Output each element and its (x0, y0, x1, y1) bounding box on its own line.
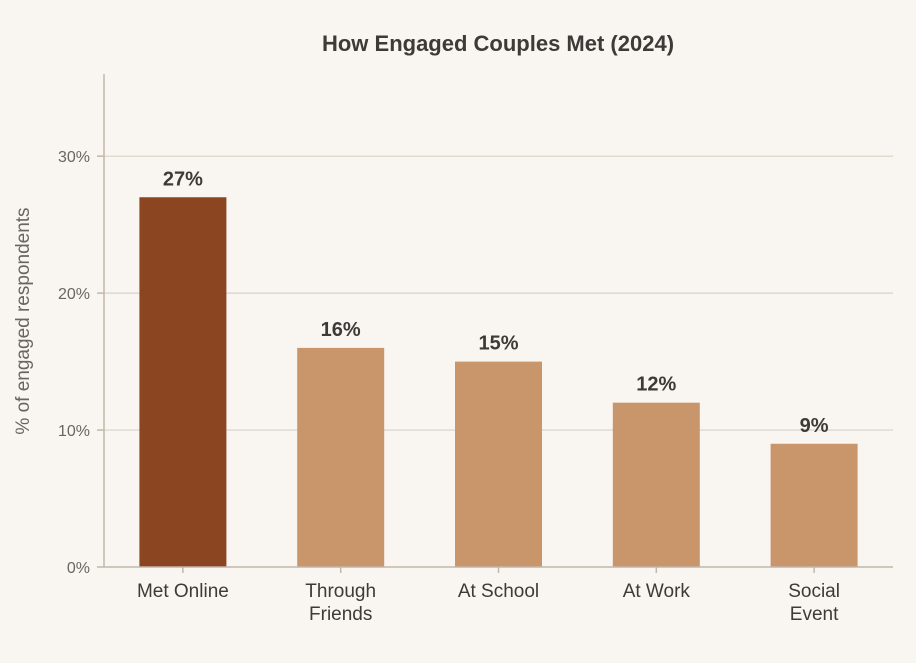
bar (770, 443, 858, 567)
bar-value-label: 12% (636, 374, 676, 396)
x-tick-label: At Work (623, 581, 691, 602)
x-tick-label: Through Friends (305, 581, 376, 625)
bar (297, 347, 385, 567)
y-tick-label: 0% (67, 560, 90, 577)
bar (455, 361, 542, 567)
bars (139, 197, 858, 567)
labels: 0% 10% 20% 30% 27% Met Online 16% Through Friend… (58, 149, 840, 625)
bar-value-label: 9% (800, 415, 829, 437)
bar-value-label: 16% (321, 319, 361, 341)
chart-title: How Engaged Couples Met (2024) (322, 31, 674, 56)
y-tick-label: 30% (58, 149, 90, 166)
bar (139, 197, 227, 567)
y-tick-label: 10% (58, 423, 90, 440)
x-tick-label: At School (458, 581, 539, 602)
axes (97, 74, 893, 573)
x-tick-label: Social Event (788, 581, 840, 625)
y-axis-label: % of engaged respondents (13, 207, 34, 434)
x-tick-label: Met Online (137, 581, 229, 602)
bar-value-label: 15% (478, 333, 518, 355)
bar (612, 402, 700, 567)
bar-value-label: 27% (163, 168, 203, 190)
y-tick-label: 20% (58, 286, 90, 303)
